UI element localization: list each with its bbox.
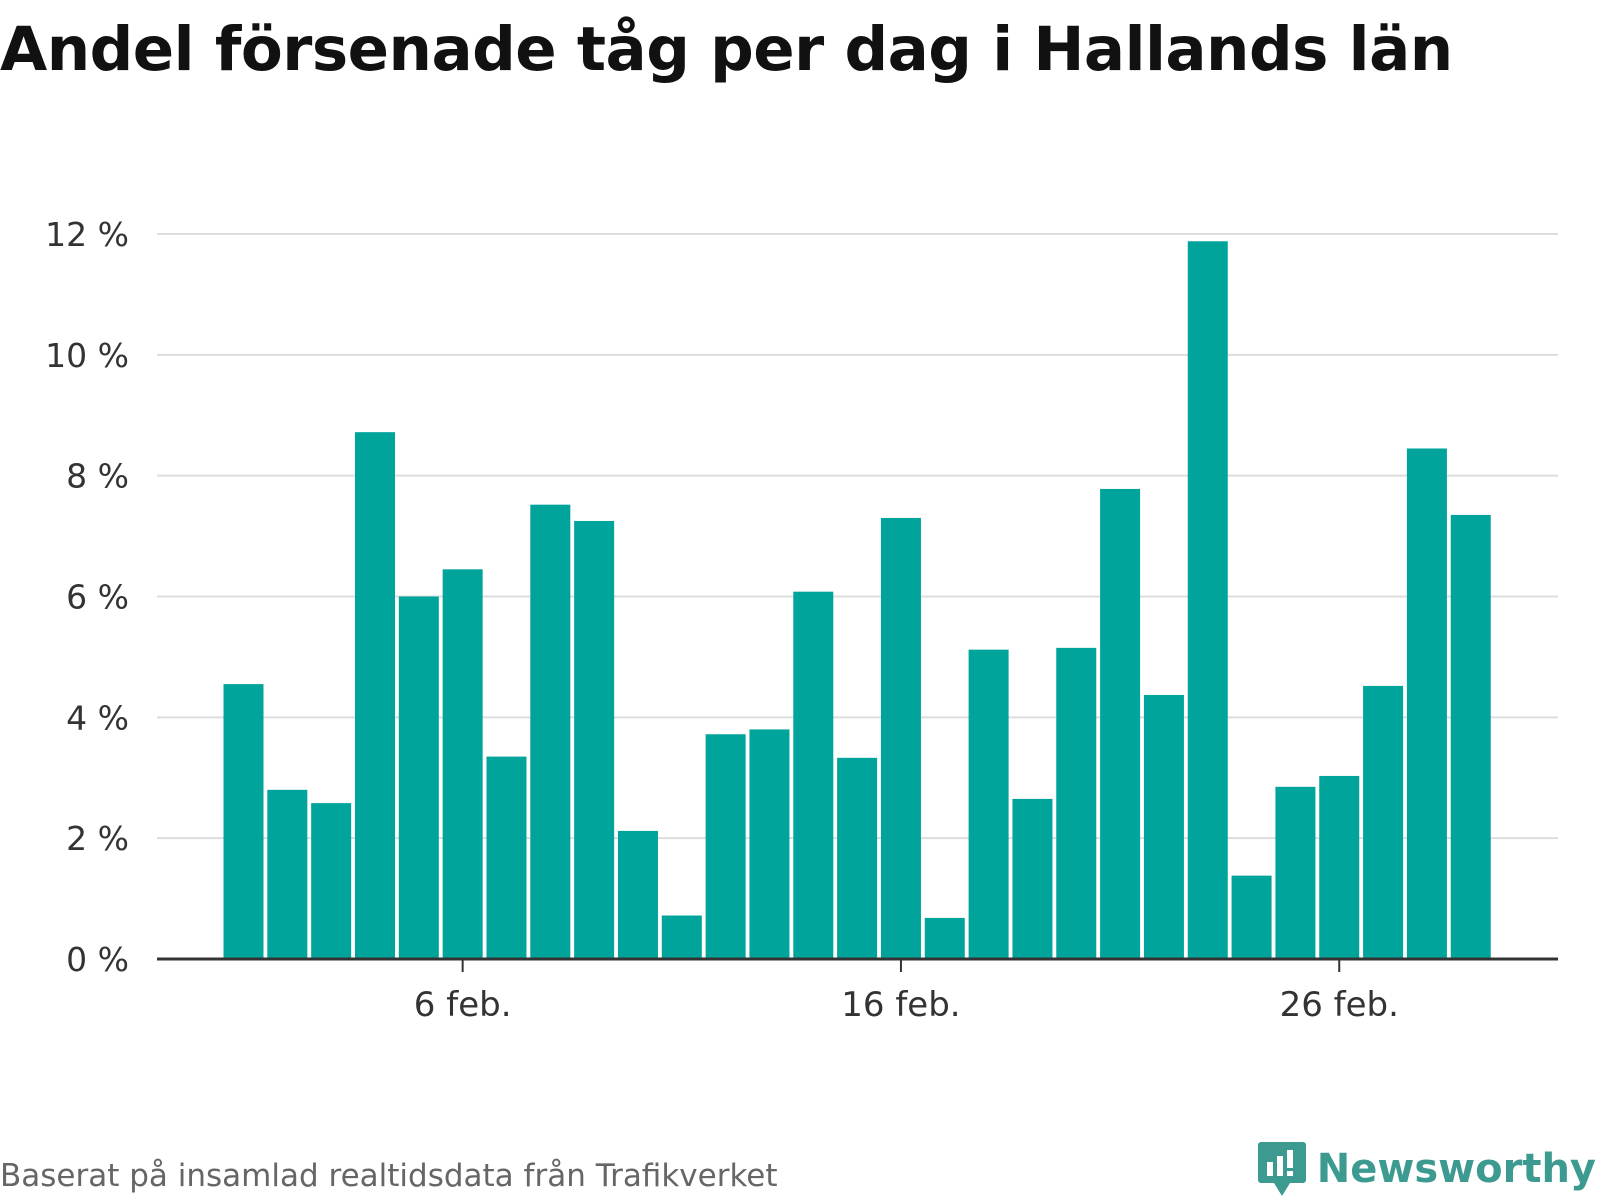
newsworthy-logo-icon	[1257, 1142, 1306, 1196]
bar	[661, 915, 702, 959]
bar	[1143, 694, 1184, 959]
bar	[354, 432, 395, 960]
bar	[1187, 241, 1228, 959]
y-tick-label: 0 %	[66, 940, 129, 979]
x-tick-label: 26 feb.	[1280, 985, 1399, 1025]
bar	[311, 803, 352, 959]
bar	[968, 649, 1009, 959]
y-tick-label: 10 %	[45, 336, 129, 375]
bar	[617, 830, 658, 959]
y-tick-label: 8 %	[66, 457, 129, 496]
bar	[1275, 786, 1316, 959]
bar	[793, 591, 834, 959]
brand-name: Newsworthy	[1316, 1146, 1596, 1192]
bar	[486, 756, 527, 959]
x-axis: 6 feb. 16 feb. 26 feb.	[157, 957, 1558, 1025]
x-tick-label: 16 feb.	[841, 985, 960, 1025]
bar	[1363, 685, 1404, 959]
bar	[1450, 514, 1491, 959]
y-tick-label: 6 %	[66, 578, 129, 617]
bar	[749, 729, 790, 959]
bar	[1012, 798, 1053, 959]
y-axis-ticks: 0 % 2 % 4 % 6 % 8 % 10 % 12 %	[45, 215, 129, 979]
x-tick-label: 6 feb.	[414, 985, 512, 1025]
bar-chart: 0 % 2 % 4 % 6 % 8 % 10 % 12 % 6 feb. 16 feb. 26 …	[45, 215, 1558, 1025]
bar	[530, 504, 571, 959]
bar	[1056, 647, 1097, 959]
y-tick-label: 4 %	[66, 698, 129, 737]
bar	[705, 734, 746, 959]
bar	[1100, 488, 1141, 959]
bar	[1231, 875, 1272, 959]
bars	[223, 241, 1491, 960]
bar	[1319, 775, 1360, 959]
bar	[442, 569, 483, 959]
chart-title: Andel försenade tåg per dag i Hallands l…	[0, 14, 1453, 85]
bar	[223, 684, 264, 959]
bar	[1406, 448, 1447, 959]
bar	[267, 789, 308, 959]
bar	[924, 917, 965, 959]
source-note: Baserat på insamlad realtidsdata från Tr…	[0, 1158, 778, 1194]
bar	[837, 757, 878, 959]
bar	[398, 596, 439, 959]
brand-logo: Newsworthy	[1257, 1140, 1596, 1198]
y-tick-label: 12 %	[45, 215, 129, 254]
bar	[574, 520, 615, 959]
y-tick-label: 2 %	[66, 819, 129, 858]
bar	[880, 517, 921, 959]
